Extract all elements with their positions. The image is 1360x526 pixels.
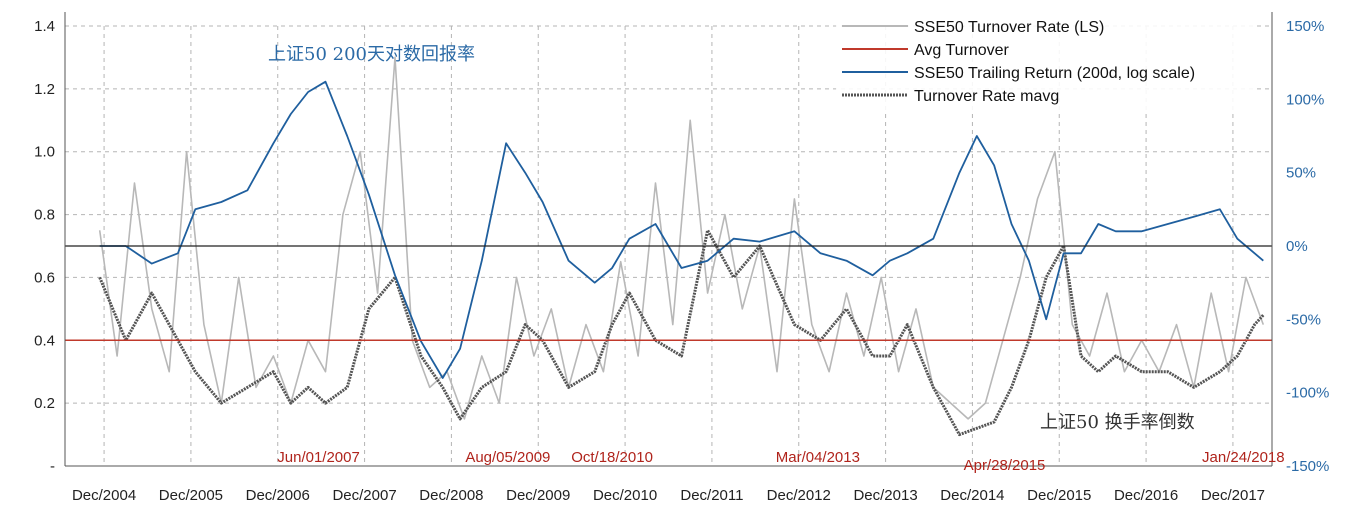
axes (64, 12, 1273, 467)
x-tick-label: Dec/2008 (419, 487, 483, 504)
x-tick-label: Dec/2009 (506, 487, 570, 504)
date-annotation: Aug/05/2009 (465, 449, 550, 466)
x-tick-label: Dec/2006 (246, 487, 310, 504)
x-tick-label: Dec/2016 (1114, 487, 1178, 504)
date-annotation: Jan/24/2018 (1202, 449, 1285, 466)
annotations: 上证50 200天对数回报率 上证50 换手率倒数 Jun/01/2007 Aug… (268, 44, 1285, 474)
right-tick-label: 100% (1286, 91, 1324, 108)
legend-label-turnover: SSE50 Turnover Rate (LS) (914, 19, 1104, 36)
x-axis-ticks: Dec/2004 Dec/2005 Dec/2006 Dec/2007 Dec/2008… (72, 487, 1265, 504)
left-tick-label: 0.4 (34, 332, 55, 349)
x-tick-label: Dec/2005 (159, 487, 223, 504)
right-tick-label: -100% (1286, 385, 1329, 402)
x-tick-label: Dec/2004 (72, 487, 136, 504)
series-sse50-trailing-return-200d-log-scale (99, 80, 1264, 379)
legend: SSE50 Turnover Rate (LS) Avg Turnover SS… (836, 12, 1256, 110)
blue-annotation: 上证50 200天对数回报率 (268, 44, 475, 65)
series-layer (65, 56, 1272, 437)
date-annotation: Mar/04/2013 (776, 449, 860, 466)
legend-label-avg: Avg Turnover (914, 42, 1010, 59)
x-tick-label: Dec/2017 (1201, 487, 1265, 504)
left-tick-label: 0.2 (34, 395, 55, 412)
date-annotation: Oct/18/2010 (571, 449, 653, 466)
legend-label-return: SSE50 Trailing Return (200d, log scale) (914, 65, 1195, 82)
date-annotation: Jun/01/2007 (277, 449, 360, 466)
left-tick-label: 1.4 (34, 18, 55, 35)
left-tick-label: 0.8 (34, 207, 55, 224)
left-tick-label: 0.6 (34, 269, 55, 286)
x-tick-label: Dec/2013 (853, 487, 917, 504)
right-tick-label: -150% (1286, 458, 1329, 475)
x-tick-label: Dec/2010 (593, 487, 657, 504)
left-axis-ticks: 1.4 1.2 1.0 0.8 0.6 0.4 0.2 - (34, 18, 55, 475)
right-tick-label: 0% (1286, 238, 1308, 255)
date-annotation: Apr/28/2015 (964, 457, 1046, 474)
right-tick-label: 150% (1286, 18, 1324, 35)
left-tick-label: 1.0 (34, 144, 55, 161)
left-tick-label: - (50, 458, 55, 475)
x-tick-label: Dec/2015 (1027, 487, 1091, 504)
right-tick-label: 50% (1286, 165, 1316, 182)
x-tick-label: Dec/2012 (767, 487, 831, 504)
left-tick-label: 1.2 (34, 81, 55, 98)
x-tick-label: Dec/2011 (680, 487, 743, 504)
series-turnover-rate-mavg (98, 228, 1265, 437)
dark-annotation: 上证50 换手率倒数 (1040, 412, 1195, 433)
legend-label-mavg: Turnover Rate mavg (914, 88, 1059, 105)
right-axis-ticks: 150% 100% 50% 0% -50% -100% -150% (1286, 18, 1329, 475)
series-sse50-turnover-rate-ls (98, 56, 1265, 420)
right-tick-label: -50% (1286, 311, 1321, 328)
x-tick-label: Dec/2014 (940, 487, 1004, 504)
x-tick-label: Dec/2007 (332, 487, 396, 504)
